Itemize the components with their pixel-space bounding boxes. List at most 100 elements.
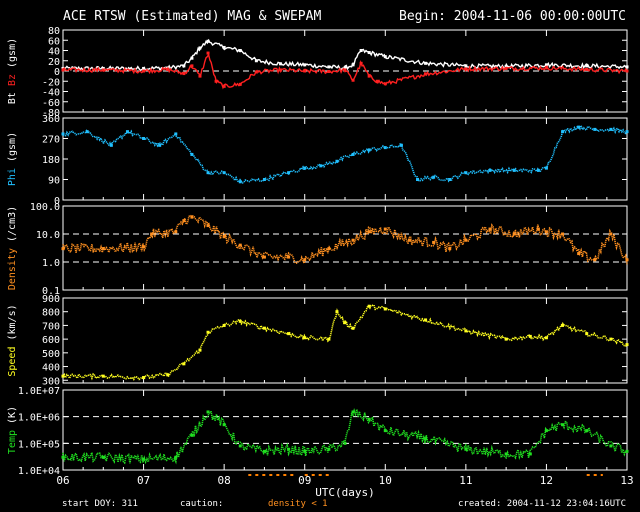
y-tick-label-temp: 1.0E+04	[18, 466, 60, 477]
y-tick-label-mag: 60	[48, 36, 60, 47]
data-point-Speed	[101, 374, 105, 378]
y-tick-label-mag: 40	[48, 47, 60, 58]
data-point-Density	[609, 232, 613, 236]
data-point-Speed	[367, 304, 371, 308]
data-point-Density	[383, 227, 387, 231]
data-point-Speed	[544, 336, 548, 340]
series-points-Density	[62, 214, 628, 266]
data-point-Phi	[399, 143, 403, 147]
data-point-Bz	[166, 67, 170, 71]
panel-frame-temp	[62, 389, 628, 471]
data-point-Temp	[174, 455, 178, 459]
data-point-Phi	[536, 168, 540, 172]
data-point-Phi	[158, 143, 162, 147]
data-point-Bz	[585, 67, 589, 71]
data-point-Bt	[254, 59, 258, 63]
data-point-Phi	[335, 159, 339, 163]
data-point-Phi	[448, 178, 452, 181]
density-caution-note: density < 1	[268, 499, 328, 509]
data-point-Speed	[206, 330, 210, 334]
data-point-Temp	[142, 457, 146, 461]
series-points-Speed	[62, 304, 628, 381]
x-axis-label: UTC(days)	[315, 486, 375, 499]
y-tick-label-phi: 360	[42, 114, 60, 125]
data-point-Bz	[367, 74, 371, 78]
chart-title: ACE RTSW (Estimated) MAG & SWEPAM	[63, 9, 322, 24]
data-point-Phi	[262, 178, 266, 181]
data-point-Phi	[464, 171, 468, 175]
data-point-Speed	[464, 329, 468, 333]
data-point-Bz	[383, 82, 387, 86]
y-axis-label-temp: Temp (K)	[7, 406, 18, 454]
data-point-Phi	[488, 168, 492, 172]
data-point-Phi	[319, 164, 323, 168]
data-point-Bz	[327, 70, 331, 74]
series-points-Temp	[62, 408, 628, 465]
data-point-Phi	[125, 130, 129, 134]
panel-frame-density	[62, 205, 628, 291]
series-line-Bz	[62, 52, 628, 90]
data-point-Phi	[609, 127, 613, 131]
data-point-Bz	[359, 61, 363, 65]
data-point-Speed	[561, 323, 565, 327]
data-point-Speed	[528, 334, 532, 338]
data-point-Density	[593, 258, 597, 262]
data-point-Speed	[343, 321, 347, 325]
data-point-Speed	[335, 310, 339, 314]
y-tick-label-speed: 500	[42, 349, 60, 360]
data-point-Density	[61, 247, 65, 251]
data-point-Density	[561, 232, 565, 236]
data-point-Phi	[432, 175, 436, 179]
data-point-Density	[625, 258, 629, 262]
data-point-Temp	[222, 423, 226, 427]
data-point-Bt	[585, 64, 589, 68]
series-points-Phi	[62, 123, 628, 184]
data-point-Density	[464, 238, 468, 242]
begin-time: Begin: 2004-11-06 00:00:00UTC	[399, 9, 626, 24]
data-point-Bt	[327, 65, 331, 69]
y-tick-label-speed: 600	[42, 335, 60, 346]
data-point-Density	[238, 243, 242, 247]
data-point-Speed	[142, 376, 146, 380]
y-axis-label-density: Density (/cm3)	[7, 206, 18, 290]
data-point-Temp	[367, 417, 371, 421]
data-point-Speed	[287, 332, 291, 336]
x-tick-label: 13	[620, 474, 633, 487]
data-point-Density	[351, 238, 355, 242]
data-point-Speed	[198, 348, 202, 352]
data-point-Bz	[238, 82, 242, 86]
data-point-Phi	[593, 127, 597, 131]
y-tick-label-mag: 80	[48, 26, 60, 37]
y-tick-label-density: 100.0	[30, 202, 60, 213]
data-point-Temp	[528, 452, 532, 456]
data-point-Phi	[174, 132, 178, 136]
created-time: created: 2004-11-12 23:04:16UTC	[458, 499, 626, 509]
data-point-Bt	[222, 45, 226, 49]
x-tick-label: 12	[540, 474, 553, 487]
data-point-Bz	[206, 51, 210, 55]
data-point-Bt	[198, 46, 202, 50]
data-point-Speed	[222, 323, 226, 327]
data-point-Density	[190, 215, 194, 219]
y-tick-label-phi: 180	[42, 155, 60, 166]
data-point-Bz	[424, 72, 428, 76]
data-point-Bz	[61, 68, 65, 72]
data-point-Temp	[544, 429, 548, 433]
data-point-Bz	[303, 69, 307, 73]
data-point-Density	[222, 235, 226, 239]
data-point-Bz	[190, 64, 194, 68]
data-point-Bz	[254, 70, 258, 74]
y-tick-label-temp: 1.0E+07	[18, 386, 60, 397]
data-point-Bz	[101, 68, 105, 72]
data-point-Bz	[198, 74, 202, 78]
x-tick-label: 06	[56, 474, 69, 487]
y-axis-label-mag: Bt Bz (gsm)	[7, 38, 18, 104]
data-point-Phi	[222, 171, 226, 175]
data-point-Speed	[609, 337, 613, 341]
data-point-Phi	[85, 130, 89, 134]
data-point-Temp	[424, 437, 428, 441]
data-point-Bt	[190, 56, 194, 60]
data-point-Temp	[327, 447, 331, 451]
data-point-Speed	[166, 373, 170, 377]
data-point-Bt	[359, 49, 363, 52]
